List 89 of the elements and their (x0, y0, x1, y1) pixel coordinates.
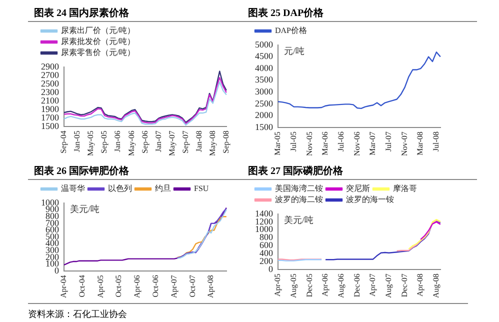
x-tick-label: Oct-04 (77, 275, 86, 298)
chart-title: 图表 27 国际磷肥价格 (242, 164, 477, 180)
x-tick-label: Aug-06 (336, 274, 346, 298)
x-tick-label: Apr-05 (96, 275, 105, 298)
x-tick-label: Jul-05 (288, 132, 298, 152)
y-axis-title: 元/吨 (284, 46, 305, 56)
x-tick-label: Nov-06 (352, 132, 362, 156)
legend-label: DAP价格 (275, 26, 308, 36)
y-tick-label: 1500 (255, 122, 274, 132)
x-tick-label: Jan-05 (72, 130, 82, 152)
x-tick-label: Apr-08 (206, 275, 216, 298)
y-tick-label: 3500 (255, 74, 274, 85)
y-tick-label: 2100 (41, 95, 60, 106)
legend-label: FSU (194, 184, 209, 194)
x-tick-label: Sep-07 (180, 130, 190, 154)
y-axis-title: 美元/吨 (284, 214, 314, 225)
chart-title: 图表 24 国内尿素价格 (34, 8, 129, 19)
y-tick-label: 2000 (255, 110, 274, 120)
x-tick-label: Apr-05 (273, 274, 282, 297)
x-tick-label: Apr-07 (169, 275, 178, 298)
x-tick-label: Sep-06 (140, 130, 150, 154)
y-tick-label: 0 (268, 264, 274, 274)
x-tick-label: Oct-07 (188, 275, 197, 298)
x-tick-label: Apr-06 (320, 274, 330, 297)
y-axis-title: 美元/吨 (70, 204, 100, 214)
y-tick-label: 1400 (255, 208, 274, 218)
y-tick-label: 4000 (255, 62, 274, 73)
x-tick-label: Jan-07 (154, 130, 163, 152)
x-tick-label: Jan-06 (113, 130, 122, 152)
y-tick-label: 2500 (255, 98, 274, 108)
x-tick-label: Sep-04 (59, 130, 68, 154)
chart-title: 图表 26 国际钾肥价格 (34, 166, 129, 177)
y-tick-label: 3000 (255, 86, 274, 97)
x-tick-label: Apr-08 (416, 274, 425, 297)
chart-title: 图表 25 DAP价格 (242, 6, 477, 22)
x-tick-label: Jul-08 (432, 132, 441, 152)
y-tick-label: 2500 (41, 78, 60, 88)
legend-label: 波罗的海二铵 (275, 195, 323, 204)
legend-label: 尿素出厂价（元/吨） (61, 26, 136, 36)
x-tick-label: Aug-05 (288, 274, 298, 298)
x-tick-label: Mar-06 (320, 132, 330, 156)
x-tick-label: Aug-07 (384, 274, 393, 298)
legend-label: 尿素零售价（元/吨） (61, 48, 136, 58)
legend-label: 温哥华 (61, 184, 85, 194)
x-tick-label: Apr-07 (368, 274, 378, 297)
x-tick-label: May-08 (208, 130, 217, 156)
y-tick-label: 4500 (255, 51, 274, 62)
x-tick-label: Dec-06 (352, 274, 362, 298)
x-tick-label: Nov-07 (400, 132, 409, 156)
x-tick-label: Jul-07 (384, 132, 393, 152)
x-tick-label: Sep-08 (221, 130, 230, 154)
x-tick-label: Jul-06 (336, 132, 346, 152)
legend-label: 以色列 (108, 184, 132, 194)
x-tick-label: Jan-08 (194, 130, 204, 152)
y-tick-label: 1200 (255, 216, 274, 226)
x-tick-label: May-05 (86, 130, 96, 156)
legend-label: 摩洛哥 (393, 184, 417, 194)
y-tick-label: 1700 (41, 112, 60, 123)
x-tick-label: Oct-06 (151, 275, 160, 298)
x-tick-label: May-07 (167, 130, 176, 156)
y-tick-label: 2700 (41, 70, 60, 80)
x-tick-label: Mar-05 (273, 132, 282, 156)
y-tick-label: 1900 (41, 104, 60, 114)
x-tick-label: Aug-08 (432, 274, 441, 298)
x-tick-label: Dec-05 (304, 274, 314, 298)
x-tick-label: Apr-04 (59, 275, 68, 298)
x-tick-label: Sep-05 (100, 130, 109, 154)
x-tick-label: Mar-08 (416, 132, 425, 156)
legend-label: 约旦 (155, 184, 171, 194)
y-tick-label: 2900 (41, 61, 60, 72)
x-tick-label: Oct-05 (114, 275, 124, 298)
text: 资料来源：石化工业协会 (28, 303, 468, 321)
x-tick-label: Nov-05 (304, 132, 314, 156)
legend-label: 突尼斯 (346, 184, 370, 194)
y-tick-label: 600 (260, 240, 274, 250)
x-tick-label: May-06 (126, 130, 136, 156)
y-tick-label: 1500 (41, 121, 60, 132)
legend-label: 波罗的海一铵 (346, 195, 394, 204)
y-tick-label: 2300 (41, 86, 60, 97)
x-tick-label: Mar-07 (368, 132, 378, 156)
legend-label: 美国海湾二铵 (275, 184, 323, 194)
y-tick-label: 400 (260, 248, 274, 258)
y-tick-label: 1000 (255, 224, 274, 234)
y-tick-label: 800 (260, 232, 274, 242)
y-tick-label: 5000 (255, 39, 274, 50)
y-tick-label: 200 (260, 256, 274, 266)
x-tick-label: Dec-07 (400, 274, 409, 298)
x-tick-label: Apr-06 (132, 275, 142, 298)
legend-label: 尿素批发价（元/吨） (61, 37, 136, 46)
